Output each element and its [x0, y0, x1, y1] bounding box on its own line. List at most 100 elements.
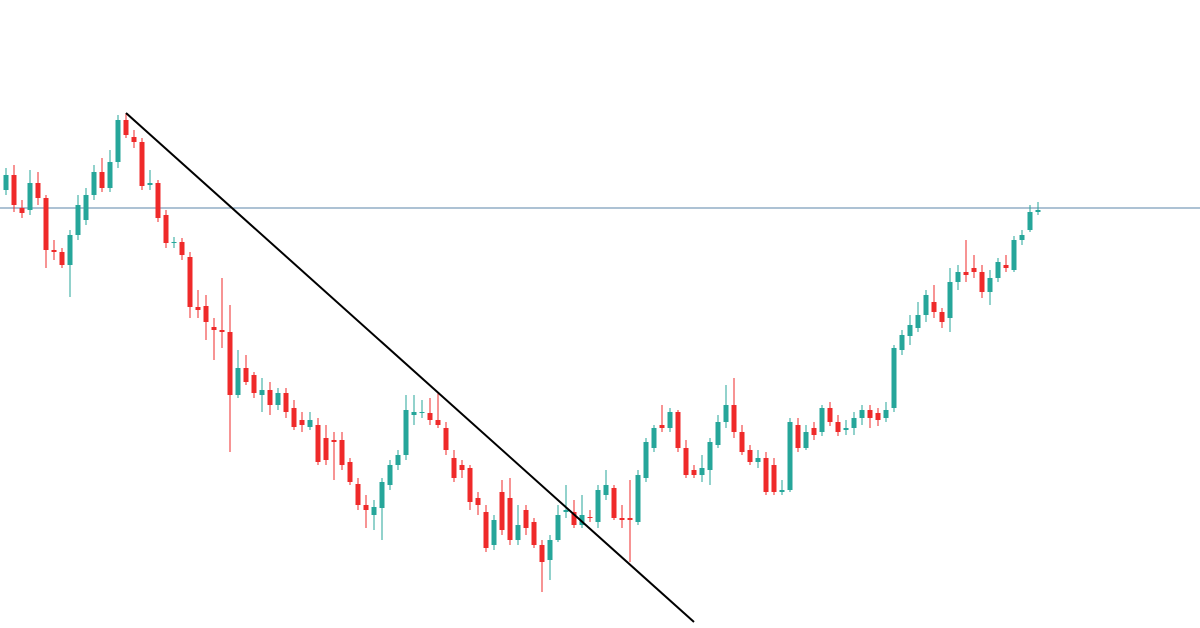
- candle-body: [907, 325, 913, 336]
- candle-body: [379, 482, 385, 508]
- candle-body: [747, 450, 753, 462]
- candle-body: [387, 465, 393, 485]
- candle-body: [579, 515, 585, 525]
- candle-body: [563, 510, 569, 512]
- candle-body: [979, 272, 985, 292]
- candle-body: [803, 432, 809, 448]
- candle-body: [155, 183, 161, 218]
- candle-body: [179, 242, 185, 255]
- candle-body: [507, 498, 513, 540]
- candle-body: [435, 420, 441, 425]
- candle-body: [123, 120, 129, 135]
- candle-body: [203, 306, 209, 322]
- candle-body: [475, 498, 481, 505]
- candle-body: [723, 405, 729, 422]
- candle-body: [163, 215, 169, 243]
- candle-body: [947, 282, 953, 318]
- candle-body: [1035, 210, 1041, 212]
- candle-body: [99, 172, 105, 188]
- candle-body: [43, 198, 49, 250]
- candle-body: [1011, 240, 1017, 270]
- candle-body: [1019, 235, 1025, 240]
- candle-body: [891, 348, 897, 408]
- candle-body: [835, 422, 841, 432]
- candle-body: [683, 448, 689, 475]
- candle-body: [603, 485, 609, 495]
- candle-body: [267, 390, 273, 405]
- candle-body: [283, 393, 289, 412]
- candle-body: [19, 208, 25, 213]
- candle-body: [3, 175, 9, 190]
- candle-body: [1027, 212, 1033, 230]
- candle-body: [595, 490, 601, 522]
- candle-body: [91, 172, 97, 195]
- candle-body: [395, 455, 401, 465]
- candle-body: [195, 307, 201, 310]
- candle-body: [571, 512, 577, 525]
- candle-body: [1003, 265, 1009, 268]
- candle-body: [363, 505, 369, 510]
- candle-body: [131, 137, 137, 142]
- candle-body: [651, 428, 657, 448]
- candle-body: [915, 315, 921, 328]
- candle-body: [427, 413, 433, 420]
- candle-body: [555, 515, 561, 540]
- candle-body: [971, 268, 977, 272]
- candle-body: [75, 205, 81, 235]
- candle-body: [883, 410, 889, 418]
- candle-body: [451, 458, 457, 478]
- candle-body: [59, 252, 65, 265]
- candle-body: [443, 428, 449, 450]
- candle-body: [763, 458, 769, 492]
- candle-body: [403, 410, 409, 455]
- candle-body: [995, 262, 1001, 278]
- candle-body: [787, 422, 793, 490]
- candle-body: [219, 330, 225, 332]
- candle-body: [939, 312, 945, 322]
- candle-body: [611, 488, 617, 518]
- candle-body: [899, 335, 905, 350]
- candle-body: [515, 525, 521, 540]
- candle-body: [347, 462, 353, 482]
- candle-body: [499, 492, 505, 530]
- candle-body: [211, 327, 217, 330]
- candle-body: [491, 520, 497, 545]
- candle-body: [323, 438, 329, 460]
- candle-body: [859, 410, 865, 418]
- candle-body: [923, 295, 929, 315]
- candle-body: [51, 250, 57, 252]
- candle-body: [627, 518, 633, 520]
- candle-body: [699, 468, 705, 475]
- candle-body: [619, 518, 625, 520]
- candle-body: [243, 368, 249, 382]
- candle-body: [955, 272, 961, 282]
- candle-body: [315, 425, 321, 462]
- candle-body: [355, 484, 361, 505]
- candle-body: [675, 412, 681, 448]
- candle-body: [755, 458, 761, 462]
- candle-body: [187, 257, 193, 307]
- candle-body: [795, 425, 801, 448]
- candle-body: [227, 332, 233, 395]
- candle-body: [731, 405, 737, 432]
- candle-body: [115, 120, 121, 162]
- candle-body: [299, 420, 305, 425]
- candle-body: [371, 507, 377, 515]
- candle-body: [459, 465, 465, 470]
- candle-body: [483, 512, 489, 548]
- candle-body: [83, 195, 89, 220]
- candle-body: [819, 408, 825, 432]
- candle-body: [523, 510, 529, 528]
- candle-body: [467, 468, 473, 502]
- candle-body: [27, 183, 33, 210]
- candle-body: [707, 442, 713, 470]
- candle-body: [659, 425, 665, 428]
- candle-body: [739, 432, 745, 452]
- candle-body: [419, 412, 425, 413]
- candle-body: [691, 470, 697, 475]
- candle-body: [275, 393, 281, 405]
- candle-body: [35, 183, 41, 198]
- candle-body: [307, 420, 313, 427]
